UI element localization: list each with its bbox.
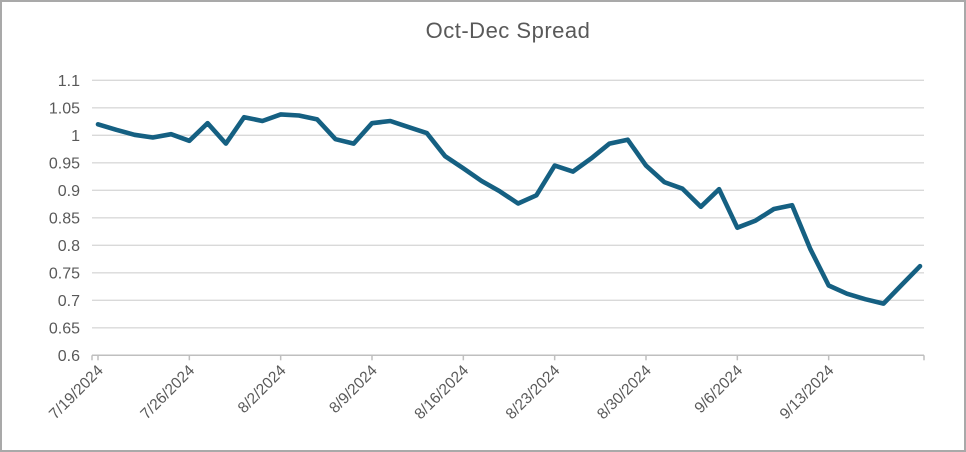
chart-title: Oct-Dec Spread	[425, 18, 591, 43]
x-axis-tick-label: 9/6/2024	[691, 362, 746, 417]
y-axis-tick-label: 1.1	[58, 73, 80, 90]
y-axis-tick-label: 0.95	[49, 155, 80, 172]
y-axis-tick-label: 1	[71, 128, 80, 145]
x-axis-tick-label: 9/13/2024	[777, 362, 838, 423]
x-axis-tick-label: 7/26/2024	[137, 362, 198, 423]
y-axis-tick-label: 1.05	[49, 100, 80, 117]
y-axis-tick-label: 0.65	[49, 320, 80, 337]
x-axis-tick-label: 8/23/2024	[503, 362, 564, 423]
x-axis-tick-label: 8/9/2024	[326, 362, 381, 417]
x-axis-tick-label: 8/16/2024	[411, 362, 472, 423]
y-axis-tick-label: 0.6	[58, 348, 80, 365]
y-axis-tick-label: 0.75	[49, 265, 80, 282]
y-axis-tick-label: 0.7	[58, 293, 80, 310]
y-axis-tick-label: 0.9	[58, 183, 80, 200]
y-axis-tick-label: 0.8	[58, 238, 80, 255]
series-line-oct-dec-spread	[95, 112, 923, 306]
x-axis-tick-label: 8/30/2024	[594, 362, 655, 423]
x-axis-tick-label: 7/19/2024	[46, 362, 107, 423]
x-axis-tick-label: 8/2/2024	[235, 362, 290, 417]
y-axis-tick-label: 0.85	[49, 210, 80, 227]
